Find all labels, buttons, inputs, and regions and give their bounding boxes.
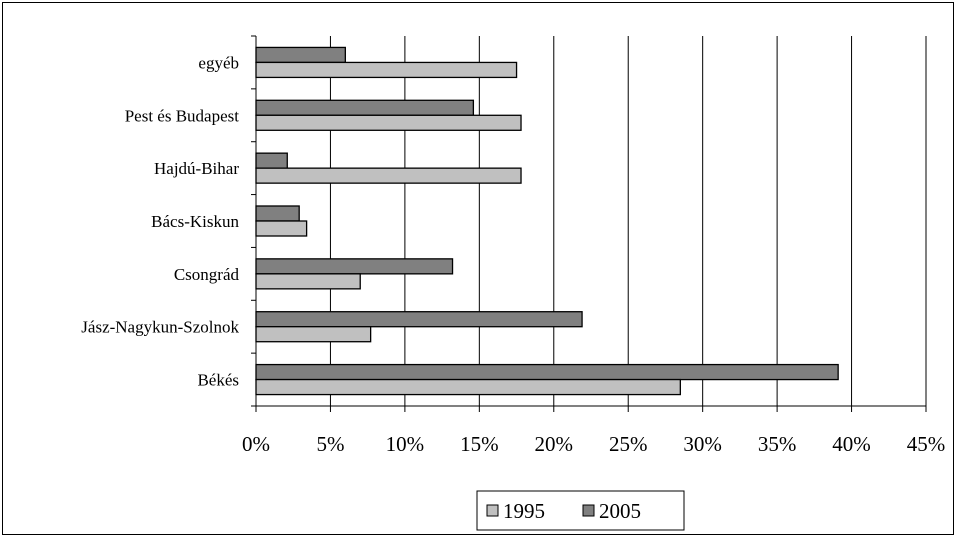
x-tick-label: 10% (386, 432, 425, 456)
bar-2005-0 (255, 46, 346, 64)
bar-2005-3 (255, 205, 300, 222)
category-label: Békés (197, 371, 239, 390)
legend-label-1995: 1995 (503, 499, 545, 523)
x-tick-label: 30% (683, 432, 722, 456)
bar-2005-6 (255, 363, 839, 381)
axes (251, 35, 927, 412)
bar-1995-2 (255, 167, 522, 184)
category-label: Csongrád (174, 265, 240, 284)
bar-2005-5 (255, 311, 583, 328)
bar-1995-5 (255, 326, 372, 343)
category-label: Jász-Nagykun-Szolnok (81, 318, 239, 337)
x-tick-label: 15% (460, 432, 499, 456)
category-labels: egyéb Pest és Budapest Hajdú-Bihar Bács-Kis… (81, 53, 239, 389)
category-label: Hajdú-Bihar (154, 159, 239, 178)
bar-2005-1 (255, 99, 475, 116)
bar-2005-2 (255, 152, 288, 169)
legend-box (476, 490, 685, 531)
bar-1995-1 (255, 114, 522, 131)
category-label: Bács-Kiskun (151, 212, 239, 231)
legend-swatch-1995 (486, 504, 499, 517)
legend-label-2005: 2005 (599, 499, 641, 523)
legend: 1995 2005 (476, 490, 685, 531)
category-label: Pest és Budapest (125, 106, 240, 125)
bar-1995-3 (255, 220, 308, 237)
tick-labels: 0% 5% 10% 15% 20% 25% 30% 35% 40% 45% (242, 432, 945, 456)
x-tick-label: 25% (609, 432, 648, 456)
x-tick-label: 45% (907, 432, 946, 456)
x-tick-label: 20% (535, 432, 574, 456)
bar-1995-0 (255, 61, 518, 79)
bar-1995-4 (255, 273, 361, 290)
gridlines (329, 36, 927, 406)
category-label: egyéb (198, 53, 239, 72)
x-tick-label: 35% (758, 432, 797, 456)
bar-1995-6 (255, 378, 681, 396)
bar-2005-4 (255, 258, 454, 275)
bars (255, 46, 839, 396)
x-tick-label: 0% (242, 432, 270, 456)
x-tick-label: 5% (316, 432, 344, 456)
x-tick-label: 40% (832, 432, 871, 456)
legend-swatch-2005 (582, 504, 595, 517)
